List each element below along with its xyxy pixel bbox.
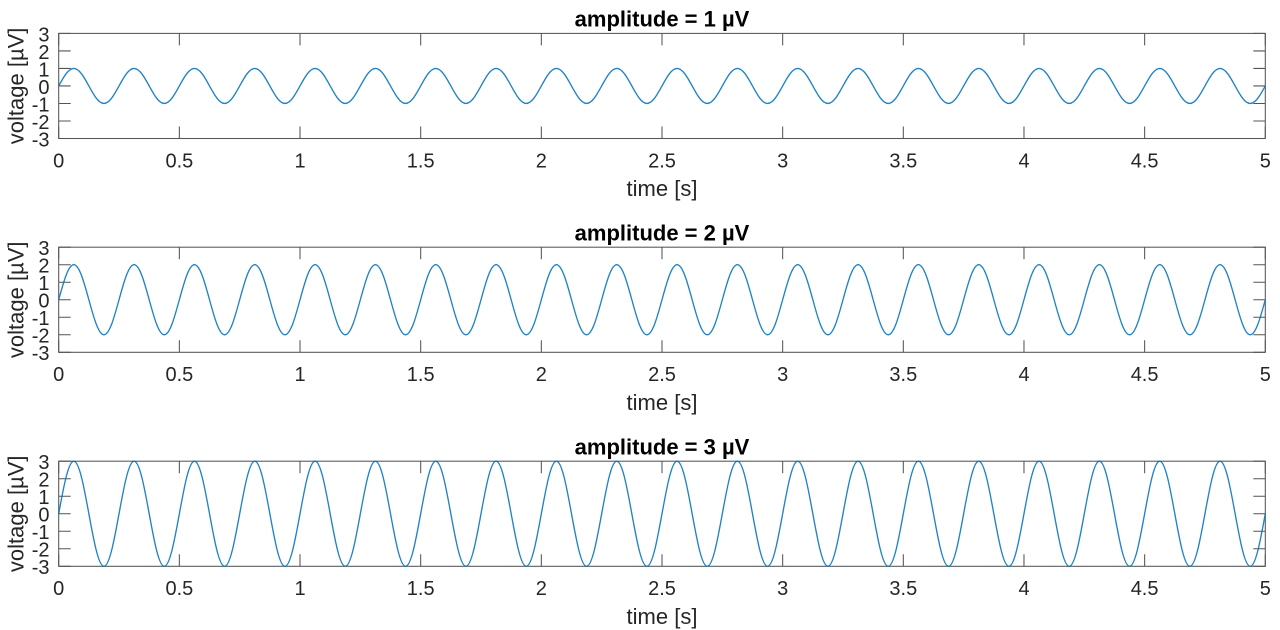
svg-text:4: 4 — [1018, 578, 1029, 600]
svg-text:0: 0 — [38, 77, 49, 99]
svg-text:amplitude = 3 µV: amplitude = 3 µV — [575, 434, 750, 459]
svg-text:5: 5 — [1260, 364, 1271, 386]
svg-text:1: 1 — [294, 578, 305, 600]
svg-text:time [s]: time [s] — [627, 604, 698, 629]
svg-text:time [s]: time [s] — [627, 176, 698, 201]
svg-text:5: 5 — [1260, 578, 1271, 600]
svg-text:1: 1 — [38, 273, 49, 295]
svg-text:voltage [µV]: voltage [µV] — [3, 241, 28, 358]
svg-text:3: 3 — [777, 578, 788, 600]
svg-text:-2: -2 — [32, 326, 50, 348]
svg-text:0.5: 0.5 — [165, 578, 193, 600]
svg-text:0: 0 — [38, 505, 49, 527]
svg-text:1.5: 1.5 — [407, 578, 435, 600]
svg-text:0: 0 — [53, 150, 64, 172]
svg-text:0.5: 0.5 — [165, 150, 193, 172]
svg-text:-3: -3 — [32, 129, 50, 151]
svg-text:-2: -2 — [32, 112, 50, 134]
svg-text:2.5: 2.5 — [648, 578, 676, 600]
svg-text:4: 4 — [1018, 150, 1029, 172]
svg-text:-1: -1 — [32, 308, 50, 330]
svg-text:3: 3 — [38, 452, 49, 474]
svg-text:3: 3 — [38, 24, 49, 46]
svg-text:2: 2 — [536, 150, 547, 172]
svg-text:2: 2 — [38, 256, 49, 278]
svg-text:1.5: 1.5 — [407, 150, 435, 172]
svg-text:3.5: 3.5 — [889, 150, 917, 172]
svg-text:2: 2 — [38, 470, 49, 492]
svg-text:1: 1 — [38, 487, 49, 509]
svg-text:2.5: 2.5 — [648, 150, 676, 172]
svg-text:amplitude = 1 µV: amplitude = 1 µV — [575, 7, 750, 32]
svg-text:-3: -3 — [32, 343, 50, 365]
svg-text:voltage [µV]: voltage [µV] — [3, 28, 28, 145]
svg-text:0: 0 — [38, 291, 49, 313]
svg-text:2: 2 — [536, 364, 547, 386]
svg-text:1: 1 — [294, 150, 305, 172]
svg-text:2: 2 — [38, 42, 49, 64]
svg-text:time [s]: time [s] — [627, 390, 698, 415]
svg-text:4.5: 4.5 — [1131, 150, 1159, 172]
svg-text:-1: -1 — [32, 522, 50, 544]
svg-text:3: 3 — [777, 364, 788, 386]
svg-text:3.5: 3.5 — [889, 578, 917, 600]
svg-text:1.5: 1.5 — [407, 364, 435, 386]
svg-text:0.5: 0.5 — [165, 364, 193, 386]
svg-text:3: 3 — [777, 150, 788, 172]
svg-text:0: 0 — [53, 364, 64, 386]
svg-text:3.5: 3.5 — [889, 364, 917, 386]
svg-text:0: 0 — [53, 578, 64, 600]
svg-text:-1: -1 — [32, 94, 50, 116]
svg-text:5: 5 — [1260, 150, 1271, 172]
svg-text:amplitude = 2 µV: amplitude = 2 µV — [575, 220, 750, 245]
svg-text:-3: -3 — [32, 557, 50, 579]
svg-text:4.5: 4.5 — [1131, 364, 1159, 386]
svg-text:voltage [µV]: voltage [µV] — [3, 455, 28, 572]
svg-text:-2: -2 — [32, 540, 50, 562]
svg-text:1: 1 — [38, 59, 49, 81]
svg-text:3: 3 — [38, 238, 49, 260]
svg-text:2.5: 2.5 — [648, 364, 676, 386]
svg-text:1: 1 — [294, 364, 305, 386]
svg-text:2: 2 — [536, 578, 547, 600]
svg-text:4: 4 — [1018, 364, 1029, 386]
svg-text:4.5: 4.5 — [1131, 578, 1159, 600]
